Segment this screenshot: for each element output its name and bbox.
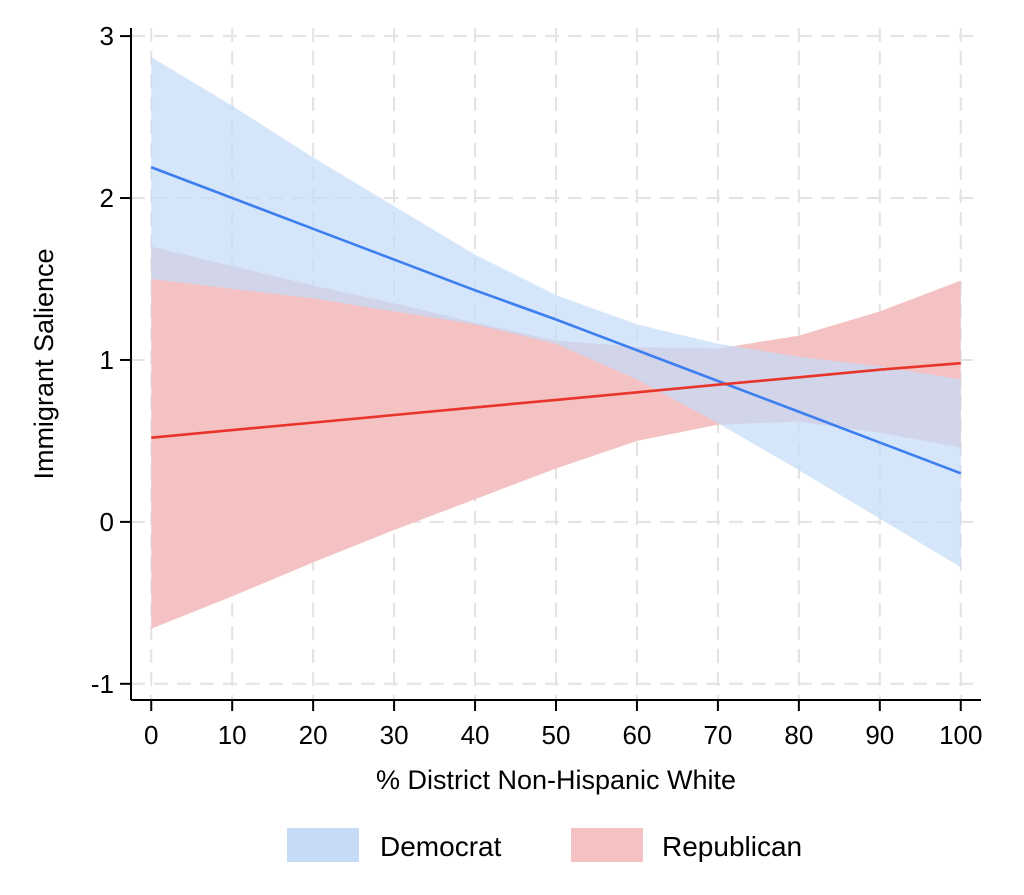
series-lines	[150, 166, 962, 475]
y-axis-ticks: -1 0 1 2 3	[91, 21, 131, 699]
x-tick-label: 70	[703, 720, 732, 750]
x-tick-label: 20	[299, 720, 328, 750]
x-tick-label: 10	[218, 720, 247, 750]
x-tick-label: 60	[622, 720, 651, 750]
legend-label-republican: Republican	[662, 831, 802, 862]
x-tick-label: 0	[144, 720, 158, 750]
legend-swatch-democrat	[287, 828, 359, 862]
x-tick-label: 50	[542, 720, 571, 750]
y-tick-label: -1	[91, 669, 114, 699]
y-tick-label: 2	[100, 183, 114, 213]
y-tick-label: 3	[100, 21, 114, 51]
y-axis-title: Immigrant Salience	[29, 248, 59, 479]
x-tick-label: 100	[939, 720, 982, 750]
x-tick-label: 30	[380, 720, 409, 750]
legend: Democrat Republican	[287, 828, 802, 862]
line-republican	[151, 361, 961, 439]
confidence-band-republican	[151, 246, 961, 629]
x-tick-label: 90	[865, 720, 894, 750]
confidence-band-democrat	[151, 57, 961, 568]
x-axis-ticks: 0 10 20 30 40 50 60 70 80 90 100	[144, 700, 982, 750]
x-tick-label: 40	[461, 720, 490, 750]
x-tick-label: 80	[784, 720, 813, 750]
confidence-bands	[151, 57, 961, 629]
y-tick-label: 1	[100, 345, 114, 375]
x-axis-title: % District Non-Hispanic White	[376, 765, 736, 795]
line-democrat	[150, 166, 962, 475]
legend-label-democrat: Democrat	[380, 831, 502, 862]
y-tick-label: 0	[100, 507, 114, 537]
legend-swatch-republican	[571, 828, 643, 862]
